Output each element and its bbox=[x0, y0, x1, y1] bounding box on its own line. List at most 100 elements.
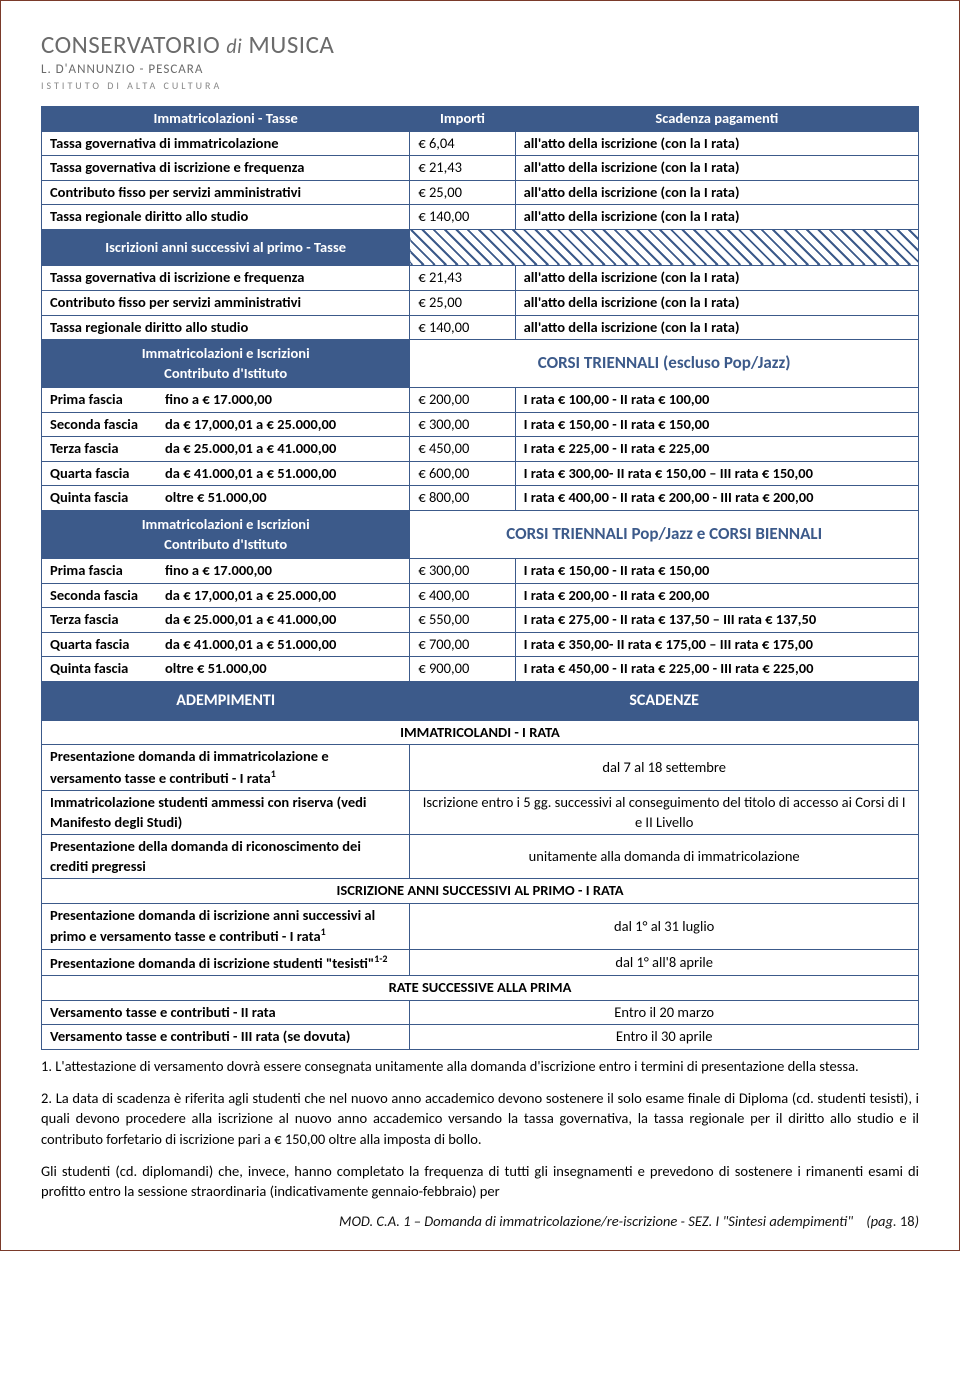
table-row: Presentazione domanda di iscrizione stud… bbox=[42, 949, 919, 975]
fee-due: all'atto della iscrizione (con la I rata… bbox=[515, 180, 918, 205]
fascia-cell: Seconda fasciada € 17,000,01 a € 25.000,… bbox=[42, 412, 410, 437]
task-due: Entro il 20 marzo bbox=[410, 1000, 919, 1025]
fee-amount: € 21,43 bbox=[410, 266, 515, 291]
table-row: Prima fasciafino a € 17.000,00€ 200,00I … bbox=[42, 388, 919, 413]
task-due: dal 1° al 31 luglio bbox=[410, 903, 919, 949]
task-desc: Presentazione domanda di iscrizione stud… bbox=[42, 949, 410, 975]
hatched-cell bbox=[410, 229, 919, 266]
footer-pag-close: ) bbox=[915, 1212, 919, 1230]
table-row: Presentazione domanda di immatricolazion… bbox=[42, 745, 919, 791]
task-due: unitamente alla domanda di immatricolazi… bbox=[410, 835, 919, 879]
fee-due: all'atto della iscrizione (con la I rata… bbox=[515, 315, 918, 340]
table-row: Immatricolazione studenti ammessi con ri… bbox=[42, 791, 919, 835]
fascia-cell: Terza fasciada € 25.000,01 a € 41.000,00 bbox=[42, 608, 410, 633]
table-row: Seconda fasciada € 17,000,01 a € 25.000,… bbox=[42, 583, 919, 608]
table-row: Quinta fasciaoltre € 51.000,00€ 900,00I … bbox=[42, 657, 919, 682]
table-row: Tassa governativa di immatricolazione€ 6… bbox=[42, 131, 919, 156]
fascia-cell: Prima fasciafino a € 17.000,00 bbox=[42, 388, 410, 413]
fascia-range: fino a € 17.000,00 bbox=[165, 390, 272, 408]
table-row: Presentazione domanda di iscrizione anni… bbox=[42, 903, 919, 949]
fee-due: I rata € 450,00 - II rata € 225,00 - III… bbox=[515, 657, 918, 682]
fee-amount: € 6,04 bbox=[410, 131, 515, 156]
fascia-cell: Quinta fasciaoltre € 51.000,00 bbox=[42, 486, 410, 511]
group2-title-row: ISCRIZIONE ANNI SUCCESSIVI AL PRIMO - I … bbox=[42, 879, 919, 904]
fee-desc: Tassa governativa di iscrizione e freque… bbox=[42, 156, 410, 181]
fee-amount: € 700,00 bbox=[410, 632, 515, 657]
fee-amount: € 300,00 bbox=[410, 559, 515, 584]
header-col1: Immatricolazioni - Tasse bbox=[42, 107, 410, 132]
fascia-label: Terza fascia bbox=[50, 439, 165, 459]
fee-desc: Tassa governativa di iscrizione e freque… bbox=[42, 266, 410, 291]
table-row: Prima fasciafino a € 17.000,00€ 300,00I … bbox=[42, 559, 919, 584]
fee-desc: Contributo fisso per servizi amministrat… bbox=[42, 290, 410, 315]
fee-amount: € 600,00 bbox=[410, 461, 515, 486]
table-row: Seconda fasciada € 17,000,01 a € 25.000,… bbox=[42, 412, 919, 437]
fee-amount: € 25,00 bbox=[410, 290, 515, 315]
table-row: Quarta fasciada € 41.000,01 a € 51.000,0… bbox=[42, 632, 919, 657]
fascia-range: da € 17,000,01 a € 25.000,00 bbox=[165, 586, 336, 604]
fee-due: I rata € 350,00- II rata € 175,00 – III … bbox=[515, 632, 918, 657]
fascia-label: Prima fascia bbox=[50, 390, 165, 410]
header-col2: Importi bbox=[410, 107, 515, 132]
table-row: Tassa governativa di iscrizione e freque… bbox=[42, 156, 919, 181]
task-desc: Presentazione domanda di immatricolazion… bbox=[42, 745, 410, 791]
fee-due: all'atto della iscrizione (con la I rata… bbox=[515, 290, 918, 315]
table-row: Terza fasciada € 25.000,01 a € 41.000,00… bbox=[42, 437, 919, 462]
table-row: Presentazione della domanda di riconosci… bbox=[42, 835, 919, 879]
fascia-range: da € 17,000,01 a € 25.000,00 bbox=[165, 415, 336, 433]
adempimenti-left: ADEMPIMENTI bbox=[42, 681, 410, 720]
footnotes: 1. L'attestazione di versamento dovrà es… bbox=[41, 1056, 919, 1202]
task-desc: Presentazione domanda di iscrizione anni… bbox=[42, 903, 410, 949]
fee-amount: € 25,00 bbox=[410, 180, 515, 205]
fascia-range: da € 41.000,01 a € 51.000,00 bbox=[165, 464, 336, 482]
group1-title: IMMATRICOLANDI - I RATA bbox=[42, 720, 919, 745]
logo-line3: ISTITUTO DI ALTA CULTURA bbox=[41, 79, 919, 92]
table-row: Versamento tasse e contributi - II rataE… bbox=[42, 1000, 919, 1025]
group3-title-row: RATE SUCCESSIVE ALLA PRIMA bbox=[42, 976, 919, 1001]
table-row: Contributo fisso per servizi amministrat… bbox=[42, 180, 919, 205]
fee-amount: € 450,00 bbox=[410, 437, 515, 462]
group3-title: RATE SUCCESSIVE ALLA PRIMA bbox=[42, 976, 919, 1001]
fascia-label: Quinta fascia bbox=[50, 488, 165, 508]
header-col3: Scadenza pagamenti bbox=[515, 107, 918, 132]
adempimenti-header: ADEMPIMENTI SCADENZE bbox=[42, 681, 919, 720]
fascia-label: Prima fascia bbox=[50, 561, 165, 581]
fee-amount: € 300,00 bbox=[410, 412, 515, 437]
logo-word-1: CONSERVATORIO bbox=[41, 29, 220, 60]
fee-due: all'atto della iscrizione (con la I rata… bbox=[515, 205, 918, 230]
fee-due: all'atto della iscrizione (con la I rata… bbox=[515, 156, 918, 181]
fascia-range: oltre € 51.000,00 bbox=[165, 659, 267, 677]
footer-page-number: 18 bbox=[900, 1212, 915, 1230]
task-due: Entro il 30 aprile bbox=[410, 1025, 919, 1050]
task-desc: Versamento tasse e contributi - II rata bbox=[42, 1000, 410, 1025]
fascia-label: Seconda fascia bbox=[50, 415, 165, 435]
section4-title-right: CORSI TRIENNALI Pop/Jazz e CORSI BIENNAL… bbox=[410, 511, 919, 559]
fee-amount: € 21,43 bbox=[410, 156, 515, 181]
fee-desc: Tassa governativa di immatricolazione bbox=[42, 131, 410, 156]
fascia-label: Terza fascia bbox=[50, 610, 165, 630]
section4-header: Immatricolazioni e Iscrizioni Contributo… bbox=[42, 511, 919, 559]
fee-desc: Tassa regionale diritto allo studio bbox=[42, 315, 410, 340]
page-footer: MOD. C.A. 1 – Domanda di immatricolazion… bbox=[41, 1212, 919, 1230]
fee-amount: € 800,00 bbox=[410, 486, 515, 511]
table-row: Contributo fisso per servizi amministrat… bbox=[42, 290, 919, 315]
group2-title: ISCRIZIONE ANNI SUCCESSIVI AL PRIMO - I … bbox=[42, 879, 919, 904]
fascia-label: Seconda fascia bbox=[50, 586, 165, 606]
fee-amount: € 140,00 bbox=[410, 315, 515, 340]
fee-amount: € 550,00 bbox=[410, 608, 515, 633]
fee-amount: € 400,00 bbox=[410, 583, 515, 608]
table-row: Quinta fasciaoltre € 51.000,00€ 800,00I … bbox=[42, 486, 919, 511]
page: CONSERVATORIO di MUSICA L. D'ANNUNZIO - … bbox=[0, 0, 960, 1251]
task-desc: Immatricolazione studenti ammessi con ri… bbox=[42, 791, 410, 835]
logo-line1: CONSERVATORIO di MUSICA bbox=[41, 29, 919, 60]
fascia-cell: Prima fasciafino a € 17.000,00 bbox=[42, 559, 410, 584]
task-desc: Presentazione della domanda di riconosci… bbox=[42, 835, 410, 879]
fee-due: I rata € 150,00 - II rata € 150,00 bbox=[515, 559, 918, 584]
fascia-range: oltre € 51.000,00 bbox=[165, 488, 267, 506]
group1-title-row: IMMATRICOLANDI - I RATA bbox=[42, 720, 919, 745]
logo-word-3: MUSICA bbox=[248, 29, 334, 60]
table-row: Tassa governativa di iscrizione e freque… bbox=[42, 266, 919, 291]
fee-desc: Contributo fisso per servizi amministrat… bbox=[42, 180, 410, 205]
footnote-2: 2. La data di scadenza è riferita agli s… bbox=[41, 1088, 919, 1149]
section4-title-left: Immatricolazioni e Iscrizioni Contributo… bbox=[42, 511, 410, 559]
